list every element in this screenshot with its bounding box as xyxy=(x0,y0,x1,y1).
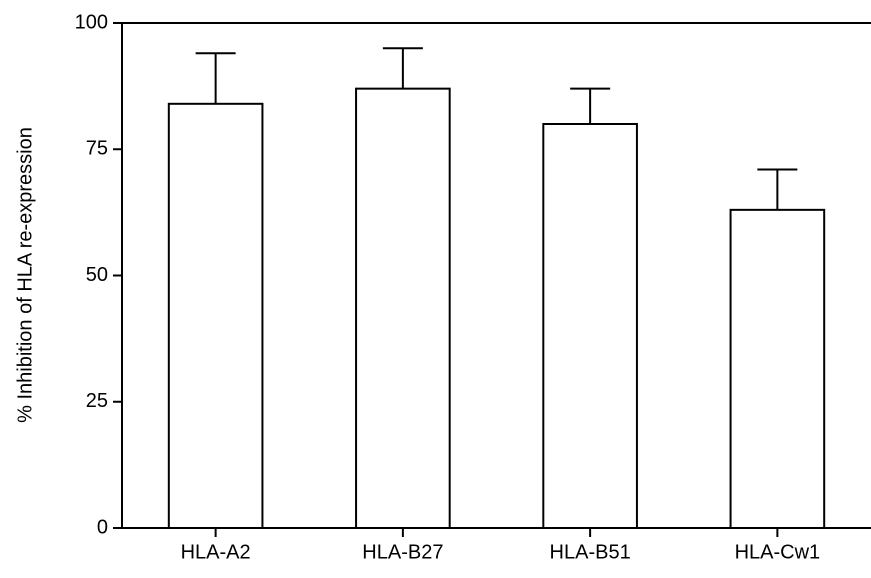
x-tick-label: HLA-B51 xyxy=(550,541,631,563)
bar xyxy=(167,102,264,530)
bar xyxy=(729,208,826,529)
y-axis-label: % Inhibition of HLA re-expression xyxy=(14,127,36,423)
bar xyxy=(355,87,451,530)
x-tick-label: HLA-Cw1 xyxy=(735,541,821,563)
y-tick-label: 75 xyxy=(86,138,108,160)
y-tick-label: 25 xyxy=(86,390,108,412)
y-tick-label: 0 xyxy=(97,516,108,538)
x-tick-label: HLA-B27 xyxy=(362,541,443,563)
y-tick-label: 50 xyxy=(86,264,108,286)
x-tick-label: HLA-A2 xyxy=(181,541,251,563)
bar xyxy=(542,123,638,529)
y-tick-label: 100 xyxy=(75,11,108,33)
